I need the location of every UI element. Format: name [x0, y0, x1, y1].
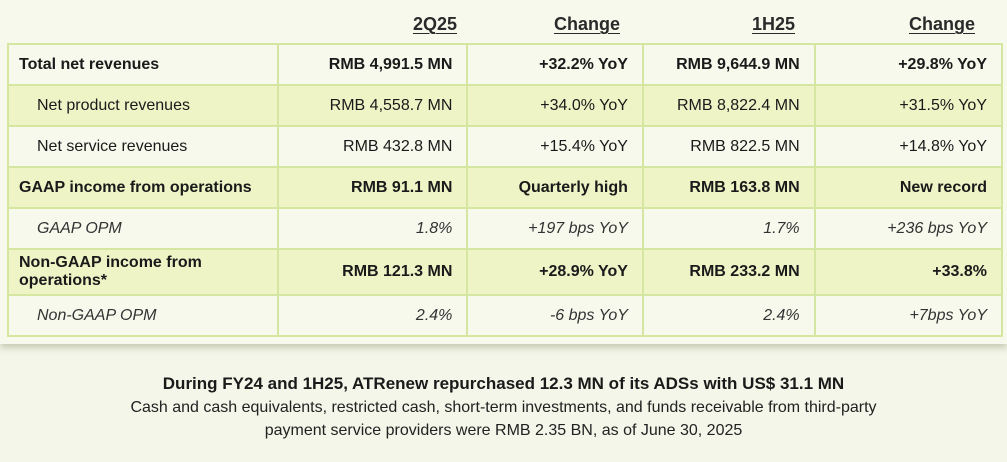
change-2q25: +32.2% YoY	[466, 43, 644, 86]
value-2q25: 1.8%	[276, 207, 469, 250]
value-2q25: RMB 4,991.5 MN	[276, 43, 469, 86]
row-label: Net product revenues	[7, 84, 279, 127]
change-2q25: +15.4% YoY	[466, 125, 644, 168]
change-1h25: +14.8% YoY	[813, 125, 1004, 168]
header-1h25: 1H25	[751, 14, 795, 34]
change-2q25: -6 bps YoY	[466, 294, 644, 337]
header-change-q: Change	[553, 14, 620, 34]
value-2q25: RMB 121.3 MN	[276, 248, 469, 296]
change-1h25: +29.8% YoY	[813, 43, 1004, 86]
table-row-non-gaap-opm: Non-GAAP OPM 2.4% -6 bps YoY 2.4% +7bps …	[7, 294, 1004, 337]
footer-cash-note-line1: Cash and cash equivalents, restricted ca…	[130, 399, 877, 416]
change-1h25: +7bps YoY	[813, 294, 1004, 337]
table-row-net-service-revenues: Net service revenues RMB 432.8 MN +15.4%…	[7, 125, 1004, 168]
header-change-h: Change	[908, 14, 975, 34]
footer-cash-note-line2: payment service providers were RMB 2.35 …	[264, 422, 743, 439]
row-label: GAAP OPM	[7, 207, 279, 250]
row-label: Non-GAAP OPM	[7, 294, 279, 337]
table-row-net-product-revenues: Net product revenues RMB 4,558.7 MN +34.…	[7, 84, 1004, 127]
value-1h25: 2.4%	[641, 294, 816, 337]
table-row-gaap-income: GAAP income from operations RMB 91.1 MN …	[7, 166, 1004, 209]
financial-table: Total net revenues RMB 4,991.5 MN +32.2%…	[7, 43, 1004, 337]
value-1h25: RMB 163.8 MN	[641, 166, 816, 209]
change-1h25: New record	[813, 166, 1004, 209]
footer-notes: During FY24 and 1H25, ATRenew repurchase…	[0, 372, 1007, 442]
value-1h25: RMB 8,822.4 MN	[641, 84, 816, 127]
change-2q25: +28.9% YoY	[466, 248, 644, 296]
change-2q25: Quarterly high	[466, 166, 644, 209]
change-2q25: +34.0% YoY	[466, 84, 644, 127]
table-row-gaap-opm: GAAP OPM 1.8% +197 bps YoY 1.7% +236 bps…	[7, 207, 1004, 250]
value-1h25: RMB 822.5 MN	[641, 125, 816, 168]
change-2q25: +197 bps YoY	[466, 207, 644, 250]
value-1h25: RMB 233.2 MN	[641, 248, 816, 296]
row-label: Total net revenues	[7, 43, 279, 86]
table-row-non-gaap-income: Non-GAAP income from operations* RMB 121…	[7, 248, 1004, 296]
change-1h25: +33.8%	[813, 248, 1004, 296]
value-2q25: RMB 91.1 MN	[276, 166, 469, 209]
value-1h25: 1.7%	[641, 207, 816, 250]
financial-summary-panel: 2Q25 Change 1H25 Change Total net revenu…	[7, 14, 1004, 337]
value-2q25: RMB 432.8 MN	[276, 125, 469, 168]
value-1h25: RMB 9,644.9 MN	[641, 43, 816, 86]
row-label: Net service revenues	[7, 125, 279, 168]
footer-repurchase-note: During FY24 and 1H25, ATRenew repurchase…	[162, 374, 845, 393]
row-label: GAAP income from operations	[7, 166, 279, 209]
header-2q25: 2Q25	[412, 14, 457, 34]
value-2q25: 2.4%	[276, 294, 469, 337]
change-1h25: +31.5% YoY	[813, 84, 1004, 127]
change-1h25: +236 bps YoY	[813, 207, 1004, 250]
row-label: Non-GAAP income from operations*	[7, 248, 279, 296]
table-row-total-net-revenues: Total net revenues RMB 4,991.5 MN +32.2%…	[7, 43, 1004, 86]
value-2q25: RMB 4,558.7 MN	[276, 84, 469, 127]
